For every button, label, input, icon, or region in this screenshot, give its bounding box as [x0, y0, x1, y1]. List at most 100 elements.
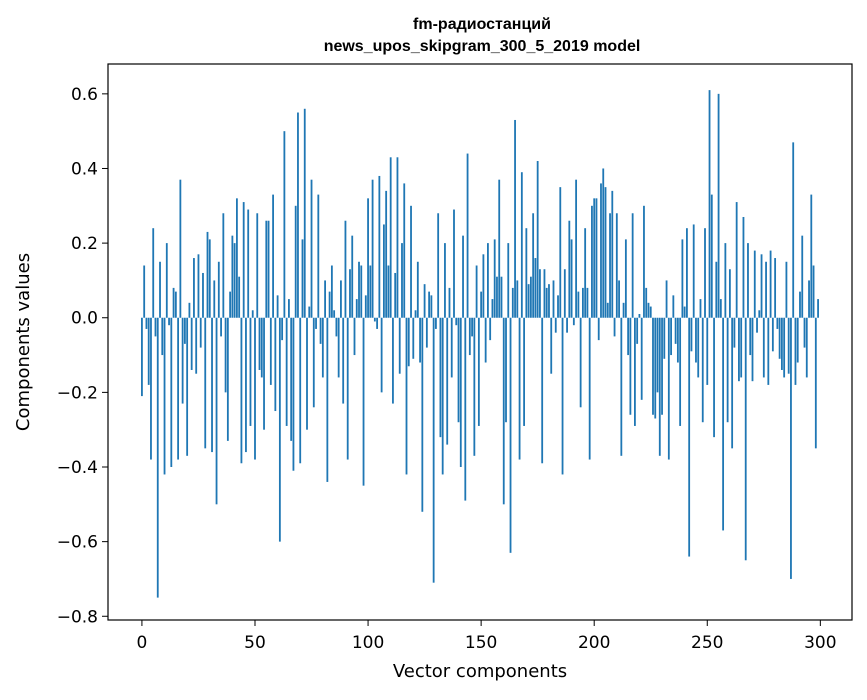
bar: [622, 302, 625, 318]
bars-group: [141, 90, 819, 598]
bar: [290, 317, 293, 441]
bar: [534, 258, 537, 318]
bar: [376, 317, 379, 329]
bar: [369, 265, 372, 318]
bar: [611, 190, 614, 318]
bar: [765, 261, 767, 318]
bar: [281, 317, 284, 341]
bar: [389, 157, 392, 318]
bar: [588, 317, 591, 460]
bar: [609, 213, 611, 318]
bar: [647, 302, 650, 318]
bar: [543, 269, 546, 318]
bar: [240, 317, 243, 464]
bar: [288, 299, 290, 318]
bar: [747, 243, 749, 318]
bar: [315, 317, 317, 329]
bar: [450, 317, 453, 378]
bar: [509, 317, 512, 553]
bar: [767, 317, 770, 385]
bar: [414, 310, 417, 318]
bar: [423, 284, 426, 318]
bar: [769, 250, 772, 318]
bar: [392, 317, 394, 404]
bar: [575, 179, 578, 318]
bar: [206, 231, 209, 318]
bar: [796, 317, 799, 363]
bar: [645, 287, 648, 318]
bar: [340, 280, 342, 318]
bar: [604, 187, 607, 318]
bar: [735, 202, 738, 318]
bar: [195, 317, 198, 374]
bar: [487, 243, 489, 318]
bar: [554, 317, 557, 333]
bar: [371, 179, 374, 318]
bar: [294, 205, 297, 318]
bar: [790, 317, 792, 579]
bar: [360, 265, 363, 318]
bar: [217, 261, 220, 318]
bar: [260, 317, 263, 378]
bar: [208, 239, 211, 318]
bar: [817, 299, 819, 318]
bar: [333, 310, 336, 318]
y-tick-label: −0.4: [57, 458, 98, 478]
bar: [624, 239, 627, 318]
bar: [274, 317, 277, 412]
bar: [441, 317, 444, 475]
bar: [799, 291, 801, 318]
bar: [570, 239, 573, 318]
bar: [774, 258, 777, 318]
bar: [710, 194, 713, 318]
bar: [545, 287, 548, 318]
bar: [401, 243, 403, 318]
bar: [591, 205, 593, 318]
bar: [496, 276, 498, 318]
x-tick-label: 50: [244, 633, 266, 653]
bar: [670, 317, 672, 356]
bar: [493, 239, 496, 318]
bar: [756, 317, 758, 333]
bar: [672, 295, 675, 318]
bar: [733, 317, 736, 348]
bar: [475, 265, 478, 318]
bar: [269, 317, 272, 385]
bar: [330, 265, 333, 318]
bar: [335, 317, 338, 337]
bar: [695, 317, 697, 363]
bar: [152, 228, 155, 318]
bar: [572, 317, 575, 326]
bar: [679, 317, 682, 426]
bar: [382, 224, 385, 318]
plot-frame: [107, 63, 853, 621]
bar: [312, 317, 315, 408]
bar: [484, 317, 487, 363]
bar: [161, 317, 164, 356]
bar: [231, 235, 234, 318]
bar: [785, 261, 788, 318]
bar: [722, 317, 725, 531]
bar: [676, 317, 679, 363]
bar: [814, 317, 817, 449]
bar: [159, 261, 161, 318]
bar: [692, 224, 695, 318]
bar: [627, 317, 630, 356]
bar: [762, 317, 765, 378]
bar: [362, 317, 365, 486]
bar: [156, 317, 159, 598]
bar: [731, 317, 734, 449]
bar: [355, 299, 358, 318]
x-tick-label: 0: [137, 633, 148, 653]
bar: [380, 317, 383, 393]
bar: [263, 317, 265, 430]
bar: [683, 306, 686, 318]
bar: [398, 317, 401, 374]
bar: [566, 317, 568, 333]
bar: [728, 269, 731, 318]
bar: [620, 317, 623, 456]
bar: [674, 317, 677, 344]
bar: [435, 317, 437, 329]
bar: [536, 161, 539, 318]
